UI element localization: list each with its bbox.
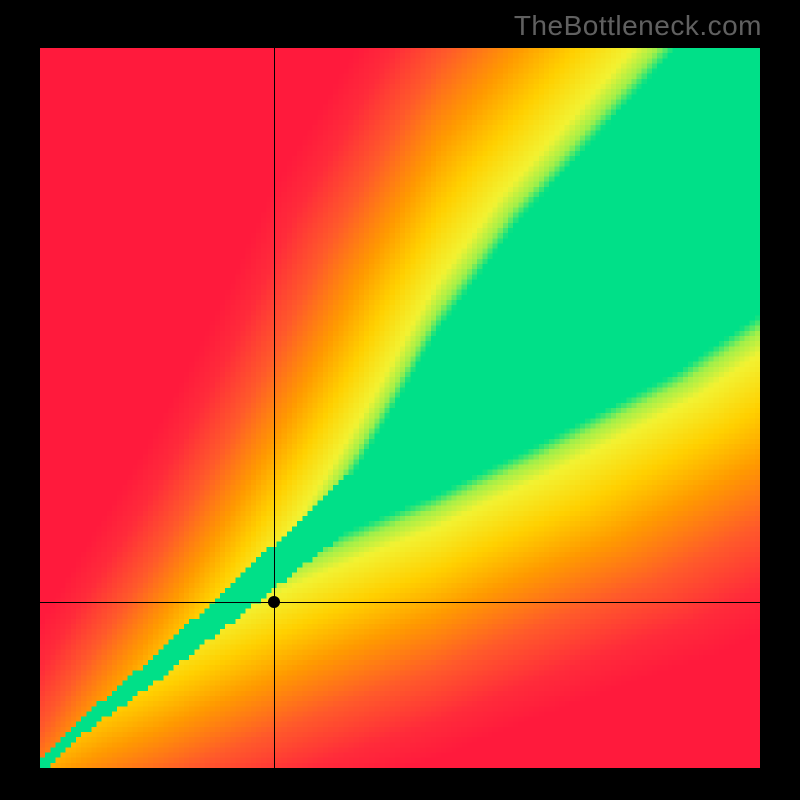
figure-frame: TheBottleneck.com	[0, 0, 800, 800]
heatmap-canvas	[40, 48, 760, 768]
watermark-text: TheBottleneck.com	[514, 10, 762, 42]
marker-dot	[268, 596, 280, 608]
crosshair-horizontal	[40, 602, 760, 603]
crosshair-vertical	[274, 48, 275, 768]
heatmap-plot-area	[40, 48, 760, 768]
